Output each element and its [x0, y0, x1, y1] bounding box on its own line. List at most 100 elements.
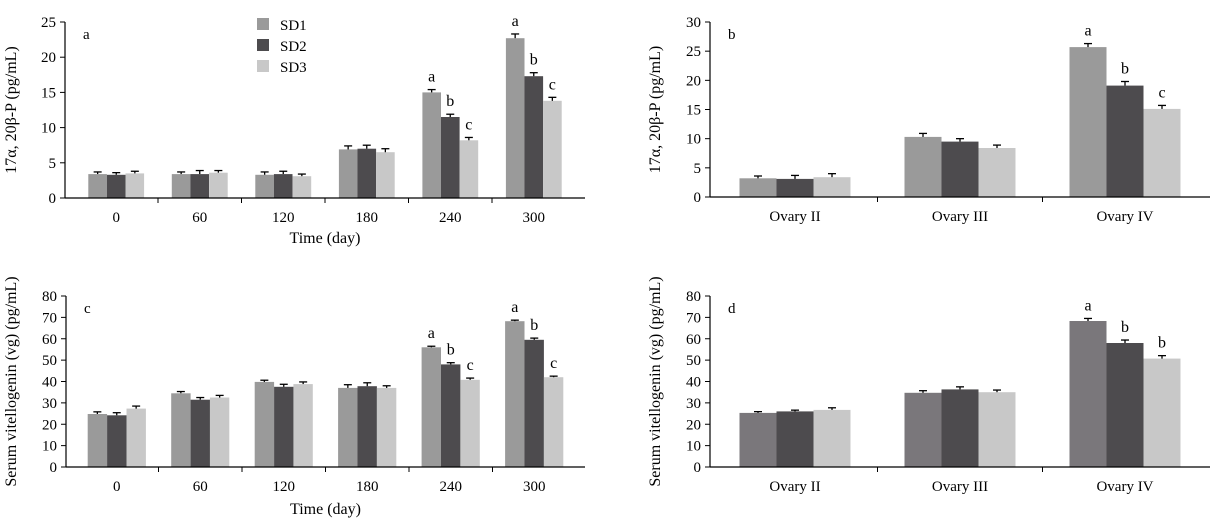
y-tick-d-50: 50 — [686, 353, 701, 369]
sig-label-b-sd3-ovary-iv: c — [1158, 84, 1165, 101]
y-tick-c-80: 80 — [42, 289, 57, 305]
error-bar-d-sd2-ovary-iv — [1121, 339, 1129, 344]
panel-label-c: c — [84, 301, 91, 317]
y-tick-b-25: 25 — [686, 44, 701, 60]
bar-c-sd3-240 — [460, 379, 480, 467]
error-bar-c-sd2-120 — [279, 383, 288, 387]
bar-d-sd1-ovary-iv — [1069, 321, 1107, 467]
x-tick-a-240: 240 — [439, 210, 462, 226]
bar-d-sd3-ovary-ii — [813, 409, 851, 467]
x-tick-d-ovary-ii: Ovary II — [769, 479, 820, 495]
sig-label-c-sd2-240: b — [447, 342, 455, 359]
y-tick-b-5: 5 — [694, 161, 702, 177]
y-tick-a-25: 25 — [41, 15, 56, 31]
error-bar-d-sd2-ovary-iii — [956, 386, 964, 390]
y-tick-b-15: 15 — [686, 103, 701, 119]
sig-label-a-sd3-240: c — [465, 116, 472, 133]
bar-c-sd3-0 — [126, 408, 146, 467]
error-bar-c-sd2-0 — [112, 412, 121, 416]
error-bar-a-sd1-120 — [260, 171, 269, 175]
error-bar-a-sd3-60 — [214, 169, 223, 173]
sig-label-a-sd2-240: b — [446, 93, 454, 110]
error-bar-d-sd1-ovary-iii — [919, 390, 927, 393]
legend-swatch-sd3 — [257, 60, 269, 72]
y-tick-a-15: 15 — [41, 85, 56, 101]
y-tick-a-0: 0 — [49, 191, 57, 207]
bar-b-sd3-ovary-ii — [813, 177, 851, 197]
bar-a-sd3-240 — [459, 140, 479, 198]
x-tick-c-0: 0 — [113, 479, 121, 495]
legend-label-sd1: SD1 — [280, 18, 307, 34]
bar-b-sd3-ovary-iii — [978, 148, 1016, 197]
x-tick-a-180: 180 — [356, 210, 379, 226]
y-axis-label-a: 17α, 20β-P (pg/mL) — [3, 46, 20, 173]
bar-a-sd2-60 — [190, 174, 209, 198]
sig-label-a-sd1-240: a — [428, 69, 435, 86]
bar-c-sd2-0 — [107, 415, 127, 467]
x-tick-d-ovary-iv: Ovary IV — [1096, 479, 1153, 495]
bar-c-sd1-120 — [254, 381, 275, 467]
error-bar-b-sd3-ovary-iii — [993, 144, 1001, 148]
error-bar-c-sd2-240 — [446, 362, 455, 365]
x-tick-a-0: 0 — [113, 210, 121, 226]
y-tick-b-30: 30 — [686, 15, 701, 31]
sig-label-c-sd1-240: a — [428, 325, 435, 342]
error-bar-b-sd1-ovary-iii — [919, 132, 927, 137]
y-tick-a-20: 20 — [41, 50, 56, 66]
panel-d: Ovary II Ovary III a b b Ovary IV 0 10 20 30 40 50 6… — [647, 276, 1210, 495]
bar-a-sd2-120 — [273, 174, 293, 198]
y-tick-c-10: 10 — [42, 439, 57, 455]
bar-c-sd3-180 — [376, 387, 397, 467]
panel-c: 0 60 120 180abc240abc30001020304050607080Se… — [3, 276, 585, 518]
bar-a-sd1-120 — [255, 174, 274, 198]
error-bar-a-sd2-120 — [279, 170, 288, 175]
y-tick-d-70: 70 — [686, 310, 701, 326]
bar-c-sd1-180 — [338, 387, 358, 467]
y-tick-b-20: 20 — [686, 73, 701, 89]
error-bar-a-sd2-180 — [362, 144, 371, 149]
x-tick-c-240: 240 — [440, 479, 463, 495]
y-tick-d-10: 10 — [686, 439, 701, 455]
error-bar-d-sd1-ovary-iv — [1084, 317, 1092, 322]
y-tick-d-30: 30 — [686, 396, 701, 412]
bar-d-sd2-ovary-iii — [941, 389, 979, 467]
legend-label-sd3: SD3 — [280, 60, 307, 76]
error-bar-c-sd3-0 — [132, 405, 141, 409]
bar-a-sd1-180 — [338, 149, 358, 198]
bar-a-sd3-60 — [209, 172, 228, 198]
error-bar-b-sd2-ovary-iii — [956, 138, 964, 142]
error-bar-a-sd1-60 — [177, 171, 186, 175]
y-axis-label-c: Serum vitellogenin (vg) (pg/mL) — [3, 276, 20, 486]
bar-a-sd2-180 — [357, 148, 377, 198]
y-tick-d-20: 20 — [686, 417, 701, 433]
error-bar-c-sd1-120 — [260, 379, 269, 382]
bar-a-sd3-300 — [543, 100, 562, 198]
error-bar-b-sd2-ovary-iv — [1121, 80, 1129, 86]
bar-d-sd1-ovary-ii — [739, 412, 777, 467]
error-bar-a-sd3-300 — [548, 96, 557, 101]
panel-label-a: a — [83, 27, 90, 43]
bar-a-sd1-60 — [171, 174, 191, 198]
bar-d-sd2-ovary-iv — [1106, 343, 1144, 467]
y-tick-b-0: 0 — [694, 190, 702, 206]
error-bar-d-sd3-ovary-iii — [993, 389, 1001, 393]
bar-c-sd2-60 — [190, 399, 210, 467]
panel-label-b: b — [728, 27, 736, 43]
panel-b: Ovary II Ovary III a b c Ovary IV 0 5 10 15 20 25 30… — [647, 15, 1210, 225]
error-bar-c-sd3-120 — [299, 381, 308, 385]
error-bar-a-sd2-0 — [112, 172, 121, 175]
bar-b-sd2-ovary-iii — [941, 141, 979, 197]
error-bar-b-sd3-ovary-iv — [1158, 104, 1166, 109]
bar-c-sd3-60 — [209, 397, 230, 467]
bar-d-sd2-ovary-ii — [776, 411, 814, 467]
error-bar-c-sd1-60 — [176, 390, 185, 394]
sig-label-c-sd2-300: b — [530, 317, 538, 334]
bar-b-sd1-ovary-ii — [739, 178, 777, 197]
bar-a-sd3-120 — [292, 176, 312, 198]
y-tick-c-20: 20 — [42, 417, 57, 433]
bar-c-sd1-300 — [505, 321, 525, 467]
error-bar-c-sd1-180 — [343, 384, 352, 388]
error-bar-c-sd3-300 — [549, 375, 558, 378]
bar-b-sd2-ovary-ii — [776, 178, 814, 197]
